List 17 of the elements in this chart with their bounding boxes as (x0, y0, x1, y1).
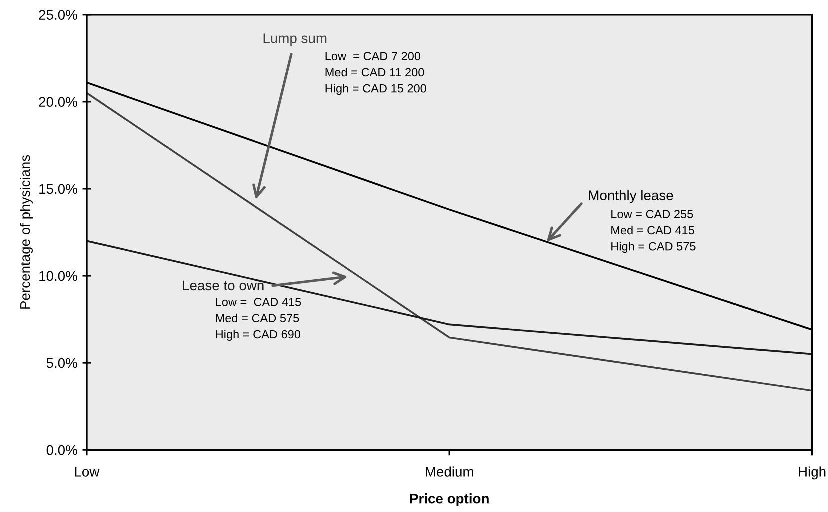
x-tick-label: Medium (426, 466, 474, 477)
annotation: Low = CAD 415 Med = CAD 575 High = CAD 690 (216, 298, 302, 342)
x-tick-label: Low (75, 467, 100, 477)
y-tick-label: 15.0% (40, 184, 78, 194)
y-tick-label: 20.0% (39, 97, 78, 108)
annotation: Low = CAD 255 Med = CAD 415 High = CAD 575 (612, 210, 696, 254)
series-label: Lease to own (183, 280, 264, 291)
y-tick-label: 10.0% (40, 271, 78, 282)
y-tick-label: 5.0% (46, 358, 78, 368)
text: Monthly lease (589, 190, 674, 204)
y-tick-label: 0.0% (46, 445, 78, 456)
annotation: Low = CAD 7 200 Med = CAD 11 200 High = CAD 15 200 (326, 52, 426, 96)
y-tick-label: 25.0% (39, 10, 78, 20)
y-axis-title: Percentage of physicians (20, 155, 33, 309)
x-tick-label: High (799, 466, 826, 480)
x-axis-title: Price option (410, 494, 489, 506)
text: Lump sum (264, 34, 327, 46)
